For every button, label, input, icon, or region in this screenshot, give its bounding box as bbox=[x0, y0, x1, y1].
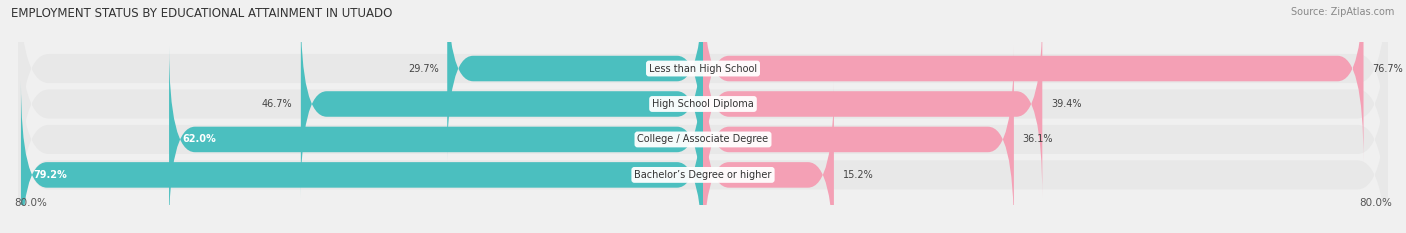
Text: 29.7%: 29.7% bbox=[408, 64, 439, 74]
Text: 76.7%: 76.7% bbox=[1372, 64, 1403, 74]
Text: 80.0%: 80.0% bbox=[14, 198, 46, 208]
Text: 79.2%: 79.2% bbox=[34, 170, 67, 180]
Text: High School Diploma: High School Diploma bbox=[652, 99, 754, 109]
FancyBboxPatch shape bbox=[21, 81, 703, 233]
Text: College / Associate Degree: College / Associate Degree bbox=[637, 134, 769, 144]
FancyBboxPatch shape bbox=[18, 30, 1388, 233]
Text: Less than High School: Less than High School bbox=[650, 64, 756, 74]
FancyBboxPatch shape bbox=[703, 81, 834, 233]
FancyBboxPatch shape bbox=[447, 0, 703, 162]
FancyBboxPatch shape bbox=[169, 46, 703, 233]
FancyBboxPatch shape bbox=[703, 46, 1014, 233]
Text: Bachelor’s Degree or higher: Bachelor’s Degree or higher bbox=[634, 170, 772, 180]
Text: 15.2%: 15.2% bbox=[842, 170, 873, 180]
Text: 36.1%: 36.1% bbox=[1022, 134, 1053, 144]
FancyBboxPatch shape bbox=[18, 65, 1388, 233]
FancyBboxPatch shape bbox=[703, 10, 1042, 198]
Text: 46.7%: 46.7% bbox=[262, 99, 292, 109]
FancyBboxPatch shape bbox=[301, 10, 703, 198]
Text: 39.4%: 39.4% bbox=[1050, 99, 1081, 109]
Text: 62.0%: 62.0% bbox=[181, 134, 215, 144]
FancyBboxPatch shape bbox=[703, 0, 1364, 162]
FancyBboxPatch shape bbox=[18, 0, 1388, 178]
Text: Source: ZipAtlas.com: Source: ZipAtlas.com bbox=[1291, 7, 1395, 17]
Text: EMPLOYMENT STATUS BY EDUCATIONAL ATTAINMENT IN UTUADO: EMPLOYMENT STATUS BY EDUCATIONAL ATTAINM… bbox=[11, 7, 392, 20]
Text: 80.0%: 80.0% bbox=[1360, 198, 1392, 208]
FancyBboxPatch shape bbox=[18, 0, 1388, 214]
